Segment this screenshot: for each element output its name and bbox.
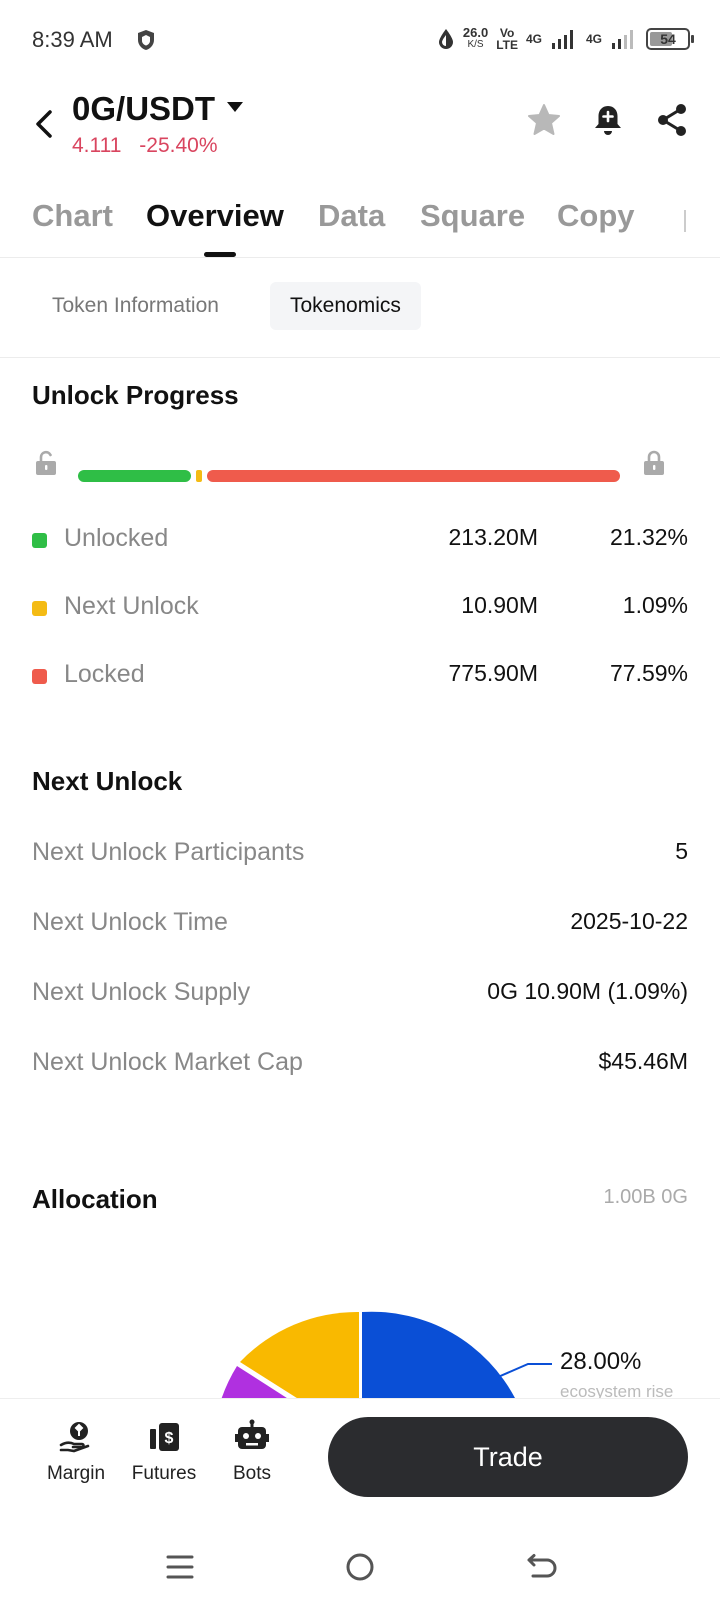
- volte-top: Vo: [499, 26, 515, 40]
- info-label: Next Unlock Time: [32, 908, 228, 936]
- progress-bar-next-unlock: [196, 470, 203, 482]
- locked-lock-icon: [644, 450, 664, 475]
- legend-amount: 10.90M: [461, 592, 538, 618]
- network-speed: 26.0 K/S: [462, 25, 489, 51]
- info-label: Next Unlock Market Cap: [32, 1048, 303, 1076]
- nav-bots-label: Bots: [232, 1463, 272, 1484]
- info-row-market-cap: Next Unlock Market Cap $45.46M: [32, 1046, 688, 1086]
- allocation-total: 1.00B 0G: [603, 1186, 688, 1208]
- signal-icon: [551, 30, 573, 49]
- legend-dot-unlocked: [32, 533, 47, 548]
- caret-down-icon: [227, 102, 244, 112]
- legend-amount: 775.90M: [448, 660, 538, 686]
- subtab-token-information[interactable]: Token Information: [52, 294, 219, 317]
- data-saver-icon: [438, 29, 453, 49]
- signal-icon-2: [612, 30, 633, 49]
- legend-dot-locked: [32, 669, 47, 684]
- tab-chart[interactable]: Chart: [32, 198, 113, 233]
- legend-percent: 77.59%: [609, 660, 688, 686]
- status-bar: 8:39 AM 26.0 K/S Vo LTE 4G 4G: [0, 0, 720, 80]
- overview-subtabs: Token Information Tokenomics: [0, 282, 720, 358]
- info-row-participants: Next Unlock Participants 5: [32, 836, 688, 876]
- legend-row-unlocked: Unlocked 213.20M 21.32%: [32, 520, 688, 560]
- legend-amount: 213.20M: [448, 524, 538, 550]
- pie-label-percent: 28.00%: [560, 1348, 642, 1375]
- last-price: 4.111: [72, 134, 122, 157]
- back-arrow-icon[interactable]: [30, 106, 58, 142]
- info-label: Next Unlock Supply: [32, 978, 251, 1006]
- legend-row-next-unlock: Next Unlock 10.90M 1.09%: [32, 588, 688, 628]
- allocation-title: Allocation: [32, 1184, 158, 1214]
- active-tab-indicator: [204, 252, 236, 257]
- legend-percent: 21.32%: [609, 524, 688, 550]
- pie-label-leader: [497, 1363, 552, 1378]
- pie-slice-purple: [221, 1366, 290, 1400]
- margin-icon: [59, 1422, 90, 1453]
- tab-overflow-hint: [684, 210, 686, 232]
- unlocked-lock-icon: [36, 450, 56, 475]
- info-value: $45.46M: [598, 1048, 688, 1074]
- status-time: 8:39 AM: [32, 27, 113, 52]
- info-label: Next Unlock Participants: [32, 838, 305, 866]
- svg-text:$: $: [165, 1430, 174, 1447]
- pie-slice-ecosystem: [362, 1311, 516, 1400]
- system-navigation-bar: [0, 1520, 720, 1612]
- nav-margin[interactable]: Margin: [36, 1419, 116, 1485]
- futures-icon: $: [150, 1423, 179, 1451]
- allocation-donut-chart: [221, 1311, 552, 1400]
- subtab-tokenomics[interactable]: Tokenomics: [270, 282, 421, 330]
- home-icon[interactable]: [343, 1550, 377, 1584]
- nav-margin-label: Margin: [46, 1463, 106, 1484]
- network-speed-value: 26.0: [462, 25, 489, 40]
- info-value: 2025-10-22: [570, 908, 688, 934]
- pair-header: 0G/USDT 4.111 -25.40%: [0, 80, 720, 180]
- info-row-supply: Next Unlock Supply 0G 10.90M (1.09%): [32, 976, 688, 1016]
- price-row: 4.111 -25.40%: [72, 134, 218, 158]
- tab-copy[interactable]: Copy: [557, 198, 635, 233]
- nav-bots[interactable]: Bots: [212, 1419, 292, 1485]
- nav-futures-label: Futures: [131, 1463, 197, 1484]
- legend-label: Unlocked: [64, 524, 169, 552]
- network-type-2: 4G: [585, 32, 602, 46]
- nav-futures[interactable]: $ Futures: [124, 1419, 204, 1485]
- progress-bar-unlocked: [78, 470, 192, 482]
- volte-indicator: Vo LTE: [496, 27, 518, 51]
- battery-level: 54: [660, 31, 676, 47]
- back-nav-icon[interactable]: [523, 1550, 557, 1584]
- unlock-progress-title: Unlock Progress: [32, 380, 239, 410]
- legend-dot-next-unlock: [32, 601, 47, 616]
- shield-icon: [138, 30, 154, 50]
- info-value: 0G 10.90M (1.09%): [487, 978, 688, 1004]
- status-indicators: 26.0 K/S Vo LTE 4G 4G 54: [437, 24, 694, 54]
- price-change: -25.40%: [139, 134, 218, 157]
- pair-title: 0G/USDT: [72, 90, 216, 127]
- legend-label: Next Unlock: [64, 592, 199, 620]
- info-value: 5: [675, 838, 688, 864]
- legend-percent: 1.09%: [622, 592, 688, 618]
- robot-icon: [235, 1419, 269, 1449]
- battery-icon: 54: [646, 28, 694, 50]
- pie-slice-yellow: [240, 1311, 359, 1400]
- main-tabs: Chart Overview Data Square Copy: [0, 190, 720, 258]
- tab-square[interactable]: Square: [420, 198, 526, 233]
- next-unlock-title: Next Unlock: [32, 766, 183, 796]
- tab-data[interactable]: Data: [318, 198, 386, 233]
- progress-bar-locked: [207, 470, 621, 482]
- share-icon[interactable]: [654, 102, 690, 138]
- pair-selector[interactable]: 0G/USDT: [72, 90, 244, 128]
- network-type-1: 4G: [525, 32, 542, 46]
- recent-apps-icon[interactable]: [163, 1550, 197, 1584]
- star-icon[interactable]: [526, 102, 562, 138]
- network-speed-unit: K/S: [467, 39, 484, 50]
- legend-row-locked: Locked 775.90M 77.59%: [32, 656, 688, 696]
- legend-label: Locked: [64, 660, 145, 688]
- info-row-time: Next Unlock Time 2025-10-22: [32, 906, 688, 946]
- tab-overview[interactable]: Overview: [146, 198, 284, 233]
- bottom-action-bar: Margin $ Futures Bots Trade: [0, 1398, 720, 1510]
- pie-label-name: ecosystem rise: [560, 1382, 674, 1401]
- price-alert-bell-icon[interactable]: [590, 102, 626, 138]
- volte-bottom: LTE: [496, 38, 518, 52]
- trade-button[interactable]: Trade: [328, 1417, 688, 1497]
